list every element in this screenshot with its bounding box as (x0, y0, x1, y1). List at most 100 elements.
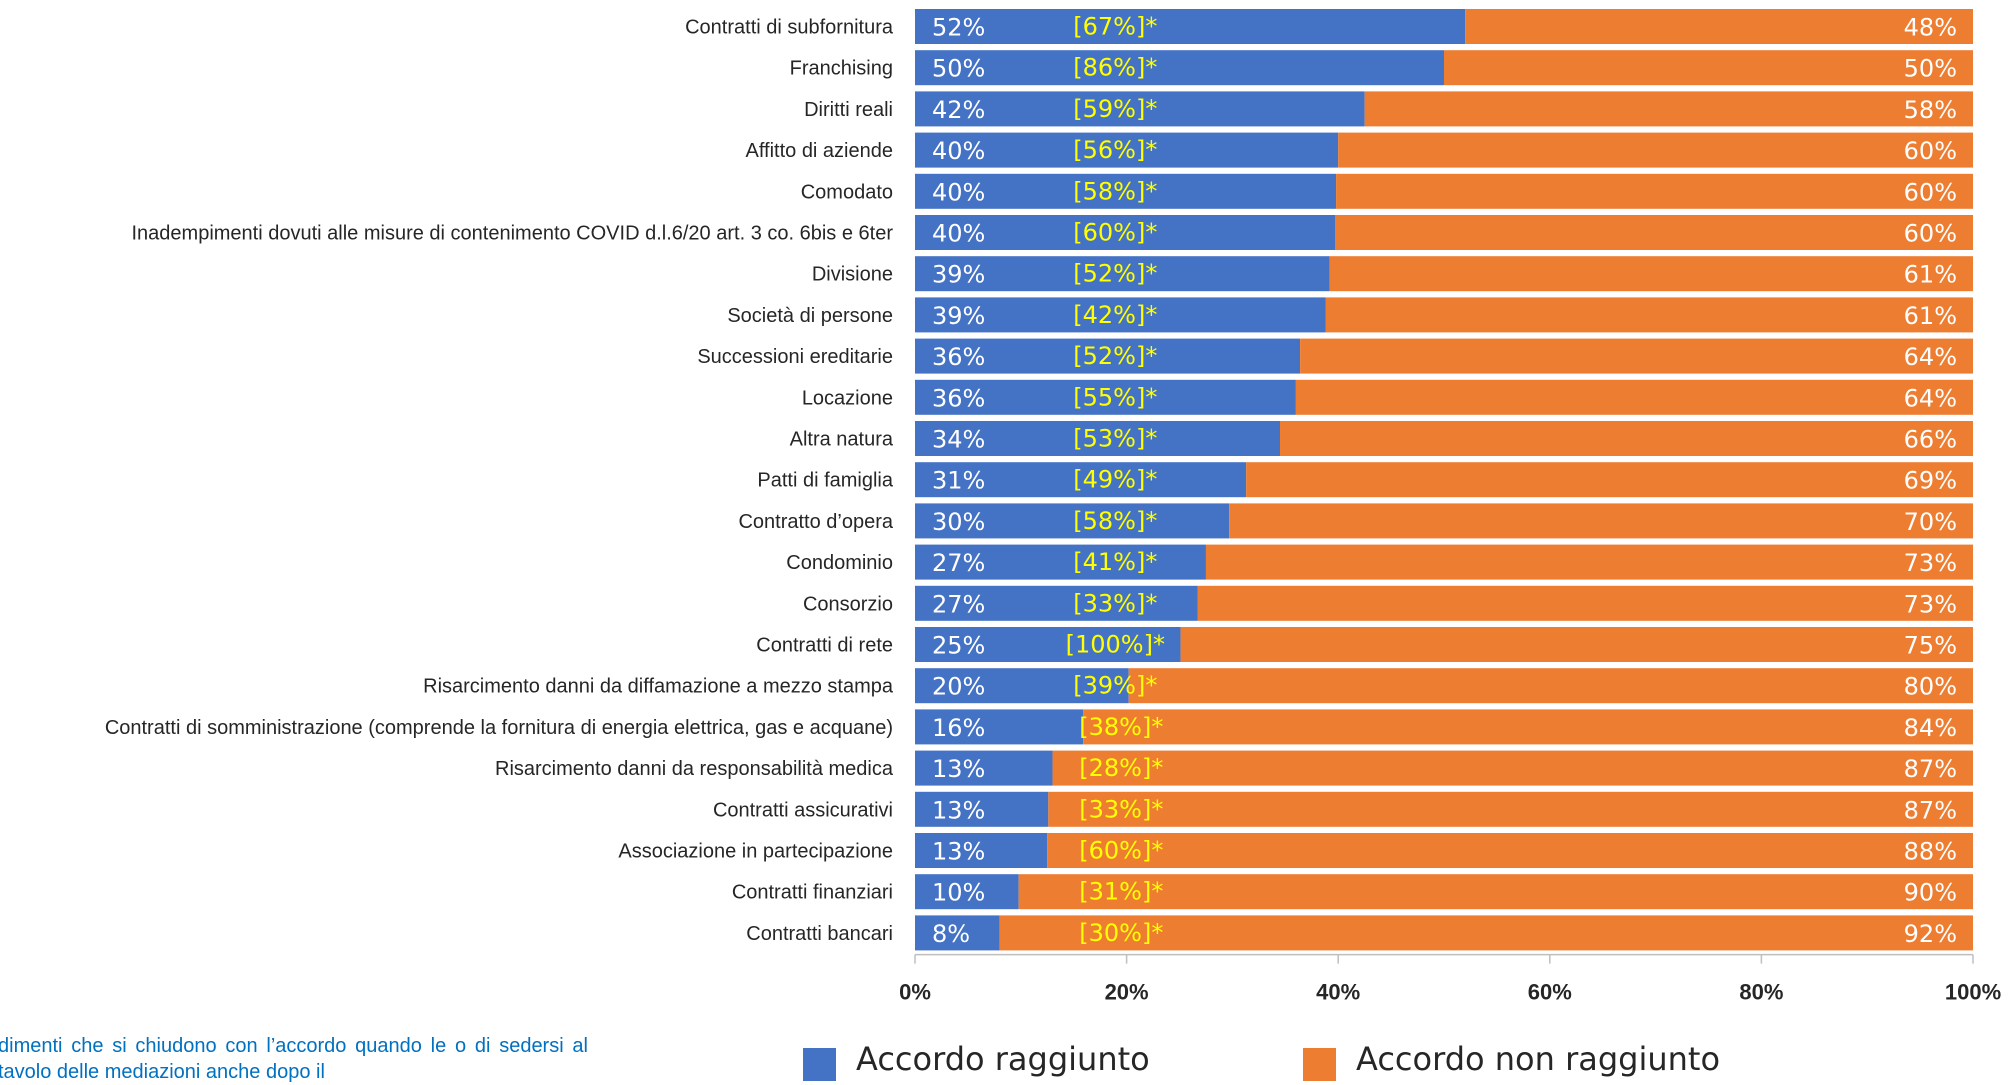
bar-accordo-raggiunto (915, 9, 1466, 44)
data-label-accordo-raggiunto: 36% (932, 343, 985, 371)
legend-swatch-blue (803, 1048, 836, 1081)
bracket-annotation: [28%]* (1079, 754, 1163, 782)
bar-accordo-non-raggiunto (1052, 750, 1973, 786)
data-label-accordo-raggiunto: 13% (932, 838, 985, 866)
category-label: Contratti finanziari (732, 882, 893, 904)
data-label-accordo-non-raggiunto: 73% (1904, 549, 1957, 577)
bar-accordo-non-raggiunto (1444, 50, 1973, 86)
x-tick-label: 0% (899, 980, 931, 1005)
bracket-annotation: [31%]* (1079, 878, 1163, 906)
data-label-accordo-non-raggiunto: 84% (1904, 714, 1957, 742)
bracket-annotation: [55%]* (1073, 383, 1157, 411)
category-label: Inadempimenti dovuti alle misure di cont… (132, 223, 894, 245)
data-label-accordo-non-raggiunto: 87% (1904, 796, 1957, 824)
data-label-accordo-raggiunto: 34% (932, 426, 985, 454)
data-label-accordo-raggiunto: 40% (932, 178, 985, 206)
data-label-accordo-raggiunto: 16% (932, 714, 985, 742)
bracket-annotation: [60%]* (1079, 837, 1163, 865)
bar-accordo-raggiunto (915, 791, 1049, 827)
legend-swatch-orange (1303, 1048, 1336, 1081)
category-label: Diritti reali (804, 99, 893, 121)
bar-accordo-non-raggiunto (1280, 421, 1973, 456)
legend-label: Accordo raggiunto (856, 1039, 1150, 1078)
data-label-accordo-non-raggiunto: 75% (1904, 632, 1957, 660)
bar-accordo-raggiunto (915, 379, 1296, 415)
x-tick-label: 80% (1739, 980, 1783, 1005)
data-label-accordo-non-raggiunto: 92% (1904, 920, 1957, 948)
category-label: Patti di famiglia (757, 470, 893, 492)
category-label: Risarcimento danni da diffamazione a mez… (423, 676, 894, 698)
bracket-annotation: [67%]* (1073, 13, 1157, 41)
bar-accordo-raggiunto (915, 338, 1301, 374)
data-label-accordo-raggiunto: 39% (932, 261, 985, 289)
category-label: Successioni ereditarie (697, 346, 893, 368)
bar-accordo-raggiunto (915, 297, 1326, 333)
bar-accordo-non-raggiunto (1197, 585, 1973, 621)
bar-accordo-non-raggiunto (1335, 215, 1973, 250)
data-label-accordo-non-raggiunto: 60% (1904, 178, 1957, 206)
bracket-annotation: [42%]* (1073, 301, 1157, 329)
data-label-accordo-raggiunto: 50% (932, 55, 985, 83)
category-label: Contratti assicurativi (713, 799, 893, 821)
data-label-accordo-non-raggiunto: 50% (1904, 55, 1957, 83)
category-label: Affitto di aziende (745, 140, 893, 162)
bar-accordo-raggiunto (915, 215, 1336, 250)
data-label-accordo-non-raggiunto: 73% (1904, 590, 1957, 618)
bar-accordo-non-raggiunto (1083, 709, 1973, 745)
data-label-accordo-non-raggiunto: 90% (1904, 879, 1957, 907)
category-label: Divisione (812, 264, 893, 286)
bracket-annotation: [60%]* (1073, 219, 1157, 247)
bar-accordo-raggiunto (915, 833, 1048, 868)
data-label-accordo-raggiunto: 10% (932, 879, 985, 907)
bracket-annotation: [52%]* (1073, 342, 1157, 370)
x-tick-label: 40% (1316, 980, 1360, 1005)
bar-accordo-non-raggiunto (1364, 91, 1973, 127)
bar-accordo-non-raggiunto (1018, 874, 1973, 910)
bar-accordo-raggiunto (915, 750, 1053, 786)
bar-accordo-non-raggiunto (1300, 338, 1973, 374)
bracket-annotation: [59%]* (1073, 95, 1157, 123)
data-label-accordo-non-raggiunto: 80% (1904, 673, 1957, 701)
data-label-accordo-raggiunto: 27% (932, 590, 985, 618)
bracket-annotation: [30%]* (1079, 919, 1163, 947)
bracket-annotation: [56%]* (1073, 136, 1157, 164)
bar-accordo-non-raggiunto (1338, 132, 1973, 168)
category-label: Risarcimento danni da responsabilità med… (495, 758, 894, 780)
data-label-accordo-raggiunto: 25% (932, 632, 985, 660)
bar-accordo-non-raggiunto (1465, 9, 1973, 44)
bar-accordo-raggiunto (915, 874, 1019, 910)
bracket-annotation: [33%]* (1079, 795, 1163, 823)
data-label-accordo-non-raggiunto: 88% (1904, 838, 1957, 866)
data-label-accordo-non-raggiunto: 69% (1904, 467, 1957, 495)
bar-accordo-non-raggiunto (1229, 503, 1973, 539)
data-label-accordo-raggiunto: 13% (932, 755, 985, 783)
category-label: Condominio (786, 552, 893, 574)
data-label-accordo-non-raggiunto: 48% (1904, 14, 1957, 42)
data-label-accordo-raggiunto: 40% (932, 137, 985, 165)
bar-accordo-non-raggiunto (1329, 256, 1973, 292)
bar-accordo-non-raggiunto (1180, 627, 1973, 662)
data-label-accordo-non-raggiunto: 66% (1904, 426, 1957, 454)
category-label: Contratti bancari (746, 923, 893, 945)
bar-accordo-raggiunto (915, 627, 1181, 662)
bar-accordo-raggiunto (915, 709, 1084, 745)
x-tick-label: 20% (1105, 980, 1149, 1005)
bar-accordo-non-raggiunto (1048, 791, 1973, 827)
bar-accordo-non-raggiunto (1325, 297, 1973, 333)
category-label: Contratti di somministrazione (comprende… (105, 717, 893, 739)
data-label-accordo-raggiunto: 30% (932, 508, 985, 536)
bar-accordo-raggiunto (915, 173, 1337, 209)
bars-group: 52% 48% [67%]* 50% 50% [86%]* 42% 58% [59%]* 40% 6… (915, 9, 1973, 951)
bracket-annotation: [49%]* (1073, 466, 1157, 494)
bar-accordo-raggiunto (915, 544, 1206, 580)
bar-accordo-raggiunto (915, 503, 1230, 539)
data-label-accordo-raggiunto: 52% (932, 14, 985, 42)
category-label: Comodato (801, 181, 893, 203)
category-label: Società di persone (727, 305, 893, 327)
bracket-annotation: [86%]* (1073, 54, 1157, 82)
data-label-accordo-raggiunto: 13% (932, 796, 985, 824)
bar-accordo-raggiunto (915, 256, 1330, 292)
bar-accordo-non-raggiunto (1128, 668, 1973, 704)
data-label-accordo-non-raggiunto: 64% (1904, 384, 1957, 412)
data-label-accordo-non-raggiunto: 61% (1904, 261, 1957, 289)
